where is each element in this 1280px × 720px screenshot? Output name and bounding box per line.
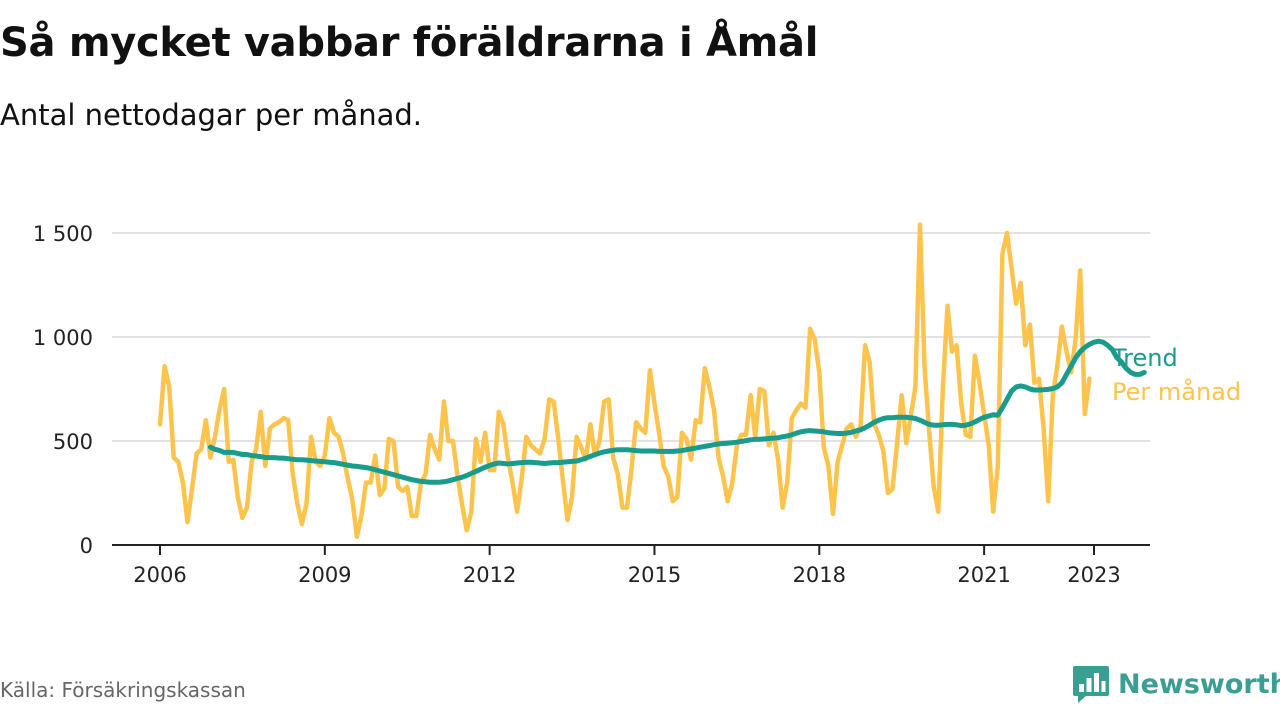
legend: Trend Per månad [1111, 344, 1241, 406]
series-line-per-manad [157, 222, 1092, 539]
x-tick-label: 2012 [463, 563, 516, 587]
y-tick-label: 1 000 [33, 326, 93, 350]
gridlines [112, 232, 1150, 442]
y-tick-label: 0 [80, 534, 93, 558]
bar-chart-speech-bubble-icon [1073, 666, 1109, 703]
x-tick-label: 2009 [298, 563, 351, 587]
legend-label-per-manad: Per månad [1112, 377, 1241, 406]
x-tick-label: 2018 [793, 563, 846, 587]
series-line-trend [207, 338, 1147, 485]
legend-label-trend: Trend [1111, 344, 1178, 372]
chart-title: Så mycket vabbar föräldrarna i Åmål [0, 20, 819, 66]
x-tick-label: 2023 [1067, 563, 1120, 587]
brand-logo[interactable]: Newsworthy [1072, 664, 1280, 704]
source-note: Källa: Försäkringskassan [0, 678, 246, 702]
chart-subtitle: Antal nettodagar per månad. [0, 98, 423, 132]
y-tick-label: 1 500 [33, 222, 93, 246]
x-tick-label: 2015 [628, 563, 681, 587]
x-tick-label: 2021 [957, 563, 1010, 587]
brand-name: Newsworthy [1118, 668, 1280, 700]
x-tick-label: 2006 [133, 563, 186, 587]
series-lines [157, 222, 1147, 539]
y-axis-labels: 0 500 1 000 1 500 [33, 222, 93, 558]
y-tick-label: 500 [53, 430, 93, 454]
x-axis [112, 544, 1150, 555]
x-axis-labels: 2006 2009 2012 2015 2018 2021 2023 [133, 563, 1120, 587]
